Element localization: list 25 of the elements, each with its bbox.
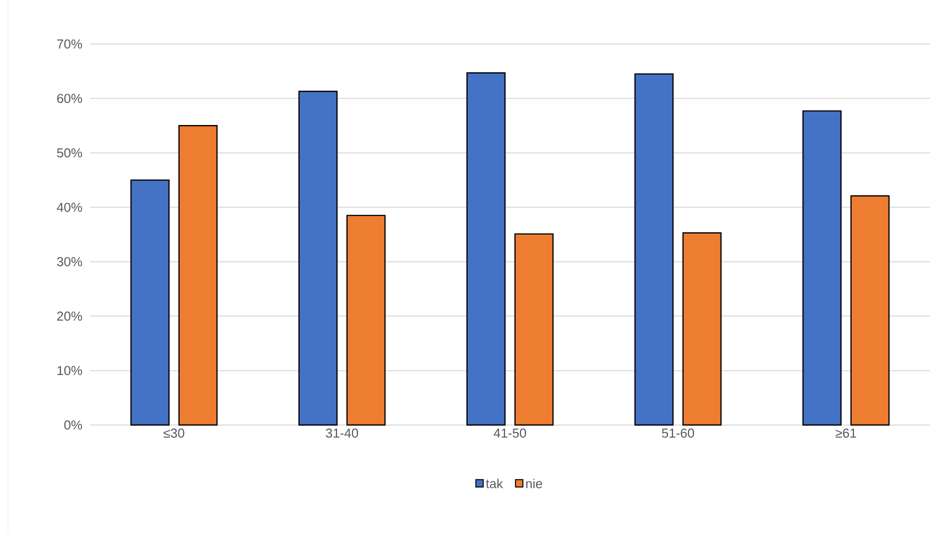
y-tick-label: 20% <box>57 312 82 321</box>
bar <box>466 72 506 426</box>
bar <box>850 195 890 426</box>
bar <box>514 233 554 426</box>
x-tick-label: 41-50 <box>494 428 526 438</box>
y-tick-label: 40% <box>56 202 82 212</box>
bar <box>802 110 842 426</box>
bar <box>682 232 722 426</box>
bar <box>346 214 386 426</box>
bar <box>178 125 218 426</box>
y-tick-label: 0% <box>64 420 82 430</box>
y-tick-label: 60% <box>57 94 82 104</box>
x-tick-label: ≥61 <box>836 428 856 438</box>
bar <box>130 179 170 426</box>
y-tick-label: 30% <box>57 257 82 266</box>
y-tick-label: 70% <box>57 39 82 49</box>
legend-label: tak <box>486 478 504 488</box>
bar <box>298 90 338 426</box>
bar <box>634 73 674 426</box>
y-tick-label: 10% <box>58 366 82 376</box>
y-tick-label: 50% <box>57 148 82 158</box>
legend-label: nie <box>526 478 542 488</box>
x-tick-label: ≤30 <box>164 428 184 438</box>
x-tick-label: 51-60 <box>662 428 694 438</box>
x-tick-label: 31-40 <box>326 428 358 438</box>
